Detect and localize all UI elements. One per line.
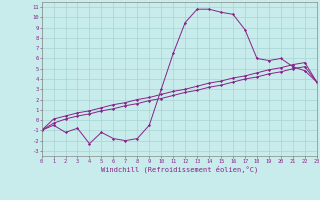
X-axis label: Windchill (Refroidissement éolien,°C): Windchill (Refroidissement éolien,°C) — [100, 165, 258, 173]
